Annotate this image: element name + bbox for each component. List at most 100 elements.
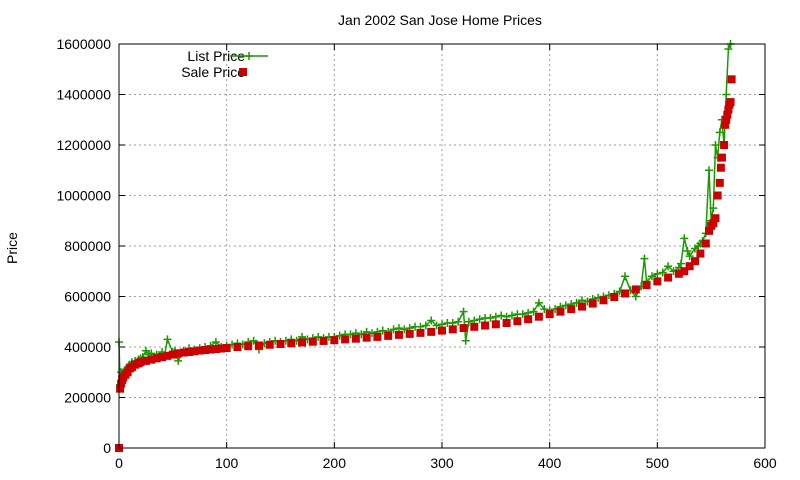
x-tick-label: 600 xyxy=(753,455,777,471)
sale-price-point xyxy=(405,329,414,338)
sale-price-point xyxy=(716,163,725,172)
list-price-point xyxy=(249,336,258,345)
list-price-point xyxy=(529,307,538,316)
sale-price-point xyxy=(709,219,718,228)
sale-price-point xyxy=(491,320,500,329)
sale-price-point xyxy=(588,299,597,308)
sale-price-point xyxy=(705,226,714,235)
list-price-point xyxy=(705,166,714,175)
list-price-point xyxy=(709,204,718,213)
sale-price-point xyxy=(701,239,710,248)
sale-price-point xyxy=(691,257,700,266)
legend-marker-list-price xyxy=(245,52,253,60)
x-tick-label: 0 xyxy=(115,455,123,471)
sale-price-point xyxy=(136,358,145,367)
y-tick-label: 1600000 xyxy=(56,36,111,52)
sale-price-point xyxy=(265,340,274,349)
list-price-point xyxy=(711,141,720,149)
x-tick-label: 400 xyxy=(538,455,562,471)
sale-price-point xyxy=(715,178,724,187)
sale-price-point xyxy=(206,345,215,354)
list-price-point xyxy=(394,324,403,333)
list-price-point xyxy=(680,234,689,243)
list-price-point xyxy=(715,128,724,137)
sale-price-point xyxy=(567,305,576,314)
list-price-point xyxy=(653,269,662,278)
sale-price-point xyxy=(722,115,731,124)
sale-price-point xyxy=(534,312,543,321)
y-tick-label: 1400000 xyxy=(56,87,111,103)
sale-price-point xyxy=(211,345,220,354)
y-axis-label: Price xyxy=(4,232,20,264)
list-price-point xyxy=(491,312,500,321)
list-price-point xyxy=(432,321,441,330)
sale-price-point xyxy=(141,356,150,365)
sale-price-point xyxy=(341,335,350,344)
sale-price-point xyxy=(179,348,188,357)
sale-price-point xyxy=(158,353,167,362)
sale-price-point xyxy=(448,325,457,334)
sale-price-point xyxy=(427,327,436,336)
list-price-point xyxy=(461,336,470,345)
list-price-point xyxy=(389,325,398,334)
sale-price-point xyxy=(664,273,673,282)
legend-marker-sale-price xyxy=(239,68,247,76)
x-tick-label: 500 xyxy=(646,455,670,471)
list-price-point xyxy=(459,307,468,316)
list-price-point xyxy=(486,313,495,322)
sale-price-point xyxy=(147,355,156,364)
sale-price-point xyxy=(524,315,533,324)
sale-price-point xyxy=(545,310,554,319)
sale-price-point xyxy=(201,346,210,355)
legend-label-sale-price: Sale Price xyxy=(181,64,245,80)
sale-price-point xyxy=(254,341,263,350)
y-tick-label: 800000 xyxy=(64,238,111,254)
sale-price-point xyxy=(384,331,393,340)
plot-frame xyxy=(118,43,766,449)
list-price-point xyxy=(685,252,694,261)
sale-price-point xyxy=(276,339,285,348)
sale-price-point xyxy=(721,120,730,129)
list-price-point xyxy=(378,326,387,335)
sale-price-point xyxy=(190,347,199,356)
sale-price-point xyxy=(298,338,307,347)
sale-price-point xyxy=(459,324,468,333)
sale-price-point xyxy=(713,191,722,200)
y-tick-label: 400000 xyxy=(64,339,111,355)
list-price-point xyxy=(724,45,733,54)
sale-price-point xyxy=(724,105,733,114)
sale-price-point xyxy=(723,110,732,119)
sale-price-point xyxy=(373,332,382,341)
chart-title: Jan 2002 San Jose Home Prices xyxy=(338,12,542,28)
sale-price-point xyxy=(163,351,172,360)
sale-price-point xyxy=(481,321,490,330)
sale-price-point xyxy=(152,354,161,363)
sale-price-point xyxy=(502,319,511,328)
y-tick-label: 600000 xyxy=(64,289,111,305)
sale-price-point xyxy=(577,302,586,311)
list-price-point xyxy=(464,317,473,326)
sale-price-point xyxy=(222,344,231,353)
sale-price-point xyxy=(653,277,662,286)
list-price-point xyxy=(534,298,543,307)
sale-price-point xyxy=(438,326,446,335)
sale-price-point xyxy=(726,98,735,107)
list-price-point xyxy=(677,259,686,268)
sale-price-point xyxy=(513,317,522,326)
sale-price-point xyxy=(631,285,640,294)
legend: List Price Sale Price xyxy=(181,48,268,80)
list-price-line xyxy=(118,43,732,385)
list-price-point xyxy=(314,332,323,341)
sale-price-point xyxy=(685,262,694,271)
list-price-point xyxy=(621,272,630,281)
y-tick-label: 1200000 xyxy=(56,137,111,153)
sale-price-point xyxy=(319,336,328,345)
sale-price-point xyxy=(642,281,651,290)
x-tick-label: 300 xyxy=(430,455,454,471)
list-price-point xyxy=(631,292,640,301)
list-price-point xyxy=(497,311,506,320)
axis-ticks: 0 200000 400000 600000 800000 1000000 1200000 1… xyxy=(56,36,776,471)
sale-price-point xyxy=(556,307,565,316)
list-price-point xyxy=(211,337,220,346)
list-price-point xyxy=(421,321,430,330)
